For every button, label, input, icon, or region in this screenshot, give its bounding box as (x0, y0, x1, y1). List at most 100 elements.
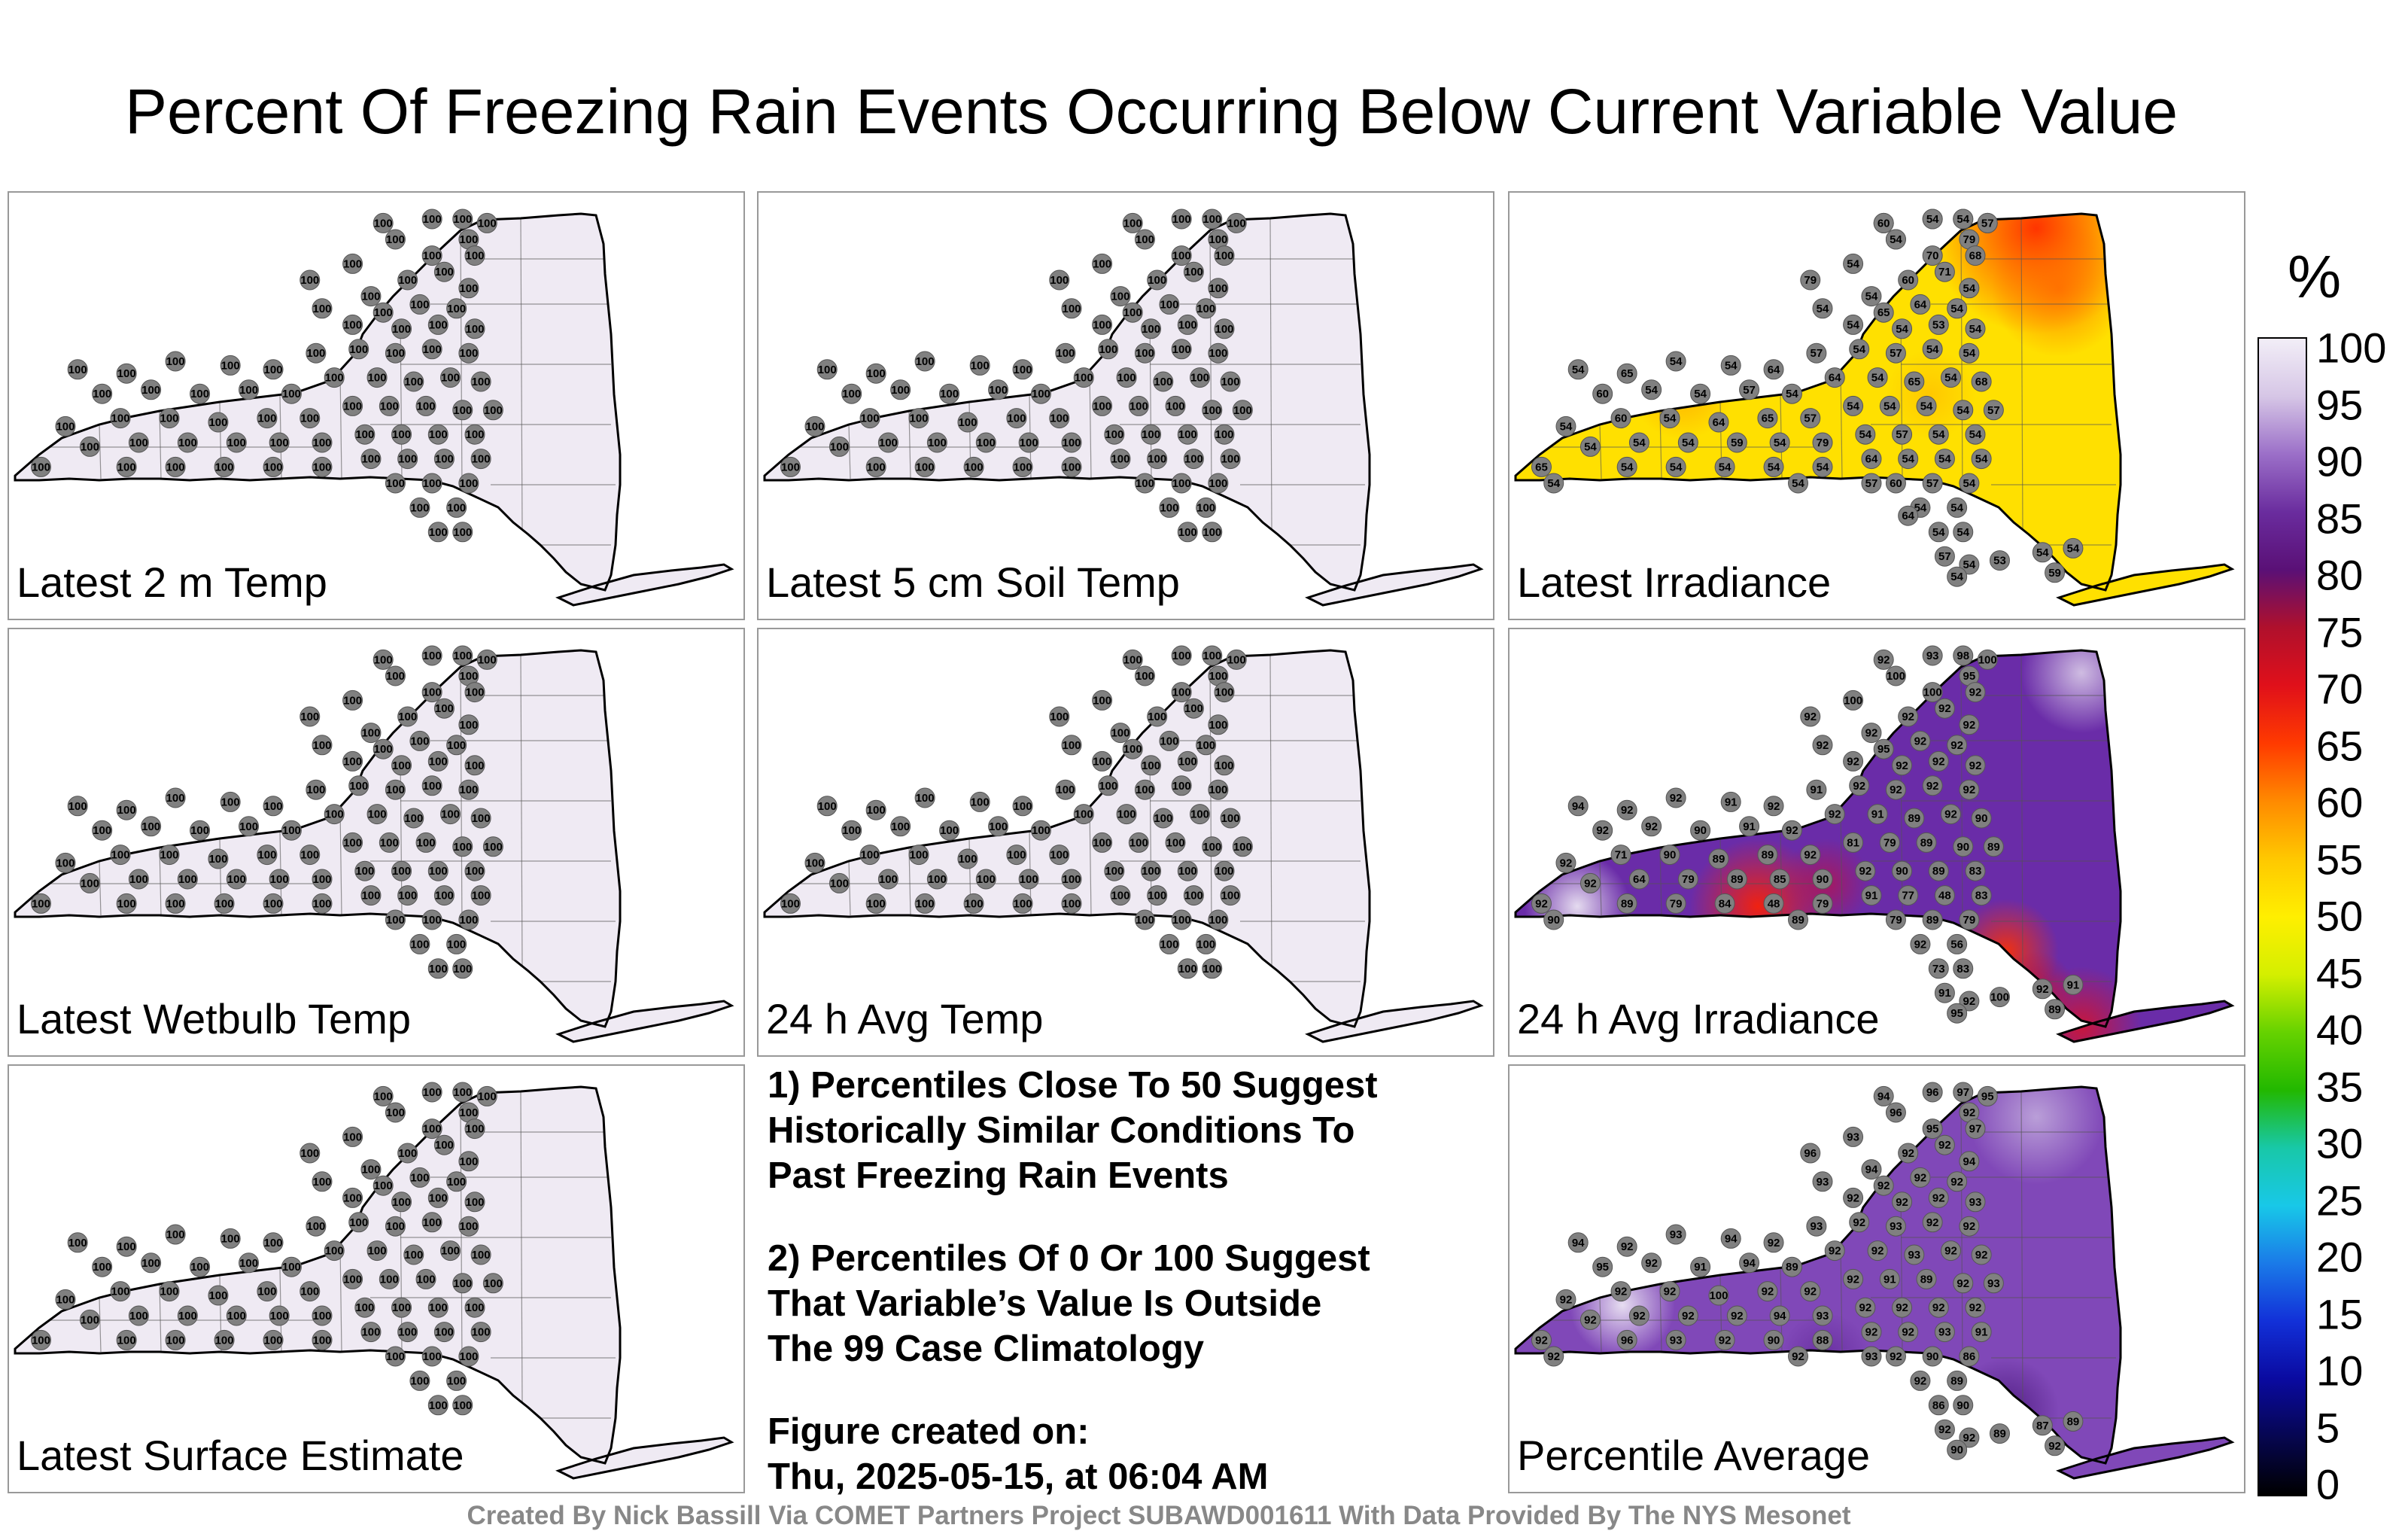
station-value-label: 100 (423, 1216, 442, 1229)
station-marker (1934, 1134, 1955, 1155)
station-value-label: 100 (392, 323, 411, 336)
station-marker (1769, 869, 1790, 890)
station-marker (1543, 473, 1564, 494)
station-marker (1214, 860, 1235, 881)
station-value-label: 92 (1853, 780, 1865, 793)
station-value-label: 100 (1178, 865, 1197, 878)
station-marker (464, 860, 485, 881)
station-value-label: 100 (215, 461, 234, 473)
note-1: 1) Percentiles Close To 50 Suggest Histo… (768, 1063, 1482, 1198)
station-marker (421, 1082, 442, 1103)
station-marker (1965, 1192, 1986, 1213)
station-value-label: 100 (1184, 453, 1203, 466)
station-marker (397, 1322, 418, 1343)
station-marker (1953, 1395, 1974, 1416)
station-value-label: 79 (1890, 914, 1902, 927)
station-value-label: 100 (916, 792, 935, 805)
station-value-label: 100 (781, 461, 800, 473)
county-boundary (1089, 371, 1092, 479)
station-marker (372, 302, 394, 323)
station-marker (458, 473, 479, 494)
station-value-label: 54 (1792, 477, 1804, 490)
station-value-label: 92 (1847, 1273, 1859, 1286)
station-value-label: 100 (1844, 694, 1862, 707)
station-value-label: 100 (1215, 759, 1233, 772)
station-marker (1616, 893, 1637, 914)
station-value-label: 100 (81, 877, 99, 890)
station-marker (1196, 298, 1217, 319)
station-marker (1610, 1281, 1631, 1302)
station-marker (208, 412, 229, 433)
station-marker (397, 449, 418, 470)
station-marker (421, 339, 442, 360)
station-marker (804, 415, 825, 437)
station-value-label: 100 (830, 440, 849, 453)
station-marker (1720, 1228, 1741, 1249)
station-value-label: 100 (453, 404, 472, 417)
station-marker (1855, 1297, 1876, 1318)
station-value-label: 54 (1786, 388, 1798, 400)
station-marker (1947, 933, 1968, 954)
station-marker (1579, 436, 1601, 457)
station-value-label: 100 (459, 914, 478, 927)
station-marker (128, 432, 149, 453)
station-value-label: 93 (1811, 1220, 1823, 1233)
station-marker (299, 1143, 321, 1164)
station-marker (1781, 820, 1802, 841)
station-value-label: 100 (1142, 323, 1160, 336)
county-boundary (1599, 860, 1602, 916)
station-marker (1159, 497, 1180, 518)
station-value-label: 100 (355, 865, 374, 878)
station-value-label: 100 (355, 1301, 374, 1314)
station-marker (1061, 456, 1082, 477)
station-marker (1141, 424, 1162, 445)
station-value-label: 91 (1743, 820, 1756, 833)
station-value-label: 100 (1148, 711, 1166, 723)
station-value-label: 100 (472, 890, 491, 902)
station-marker (2045, 1435, 2066, 1456)
station-marker (299, 1281, 321, 1302)
station-value-label: 100 (459, 347, 478, 360)
station-marker (464, 424, 485, 445)
station-value-label: 100 (1062, 897, 1081, 910)
station-value-label: 100 (1014, 461, 1032, 473)
station-value-label: 100 (1221, 453, 1240, 466)
station-value-label: 100 (1184, 266, 1203, 278)
station-marker (220, 1228, 241, 1249)
station-value-label: 100 (1160, 735, 1178, 747)
station-marker (409, 730, 430, 751)
station-marker (1928, 750, 1949, 772)
station-marker (1971, 449, 1992, 470)
station-marker (1922, 645, 1943, 666)
station-marker (1726, 869, 1747, 890)
county-boundary (339, 1244, 342, 1353)
station-marker (342, 832, 363, 853)
station-marker (1720, 355, 1741, 376)
station-value-label: 54 (1963, 558, 1976, 571)
station-marker (421, 473, 442, 494)
station-value-label: 100 (312, 739, 331, 752)
station-value-label: 81 (1847, 836, 1859, 849)
station-marker (890, 379, 911, 400)
station-value-label: 100 (325, 1245, 344, 1258)
station-value-label: 100 (435, 453, 454, 466)
station-value-label: 100 (818, 800, 837, 813)
station-value-label: 92 (1865, 1326, 1878, 1339)
station-marker (780, 456, 801, 477)
station-marker (1812, 735, 1833, 756)
station-marker (372, 649, 394, 670)
station-value-label: 92 (1829, 1245, 1841, 1258)
station-value-label: 100 (215, 897, 234, 910)
station-value-label: 100 (368, 372, 387, 385)
station-marker (55, 1289, 76, 1310)
panel-label: Latest Irradiance (1517, 558, 1832, 606)
station-value-label: 100 (453, 526, 472, 539)
station-marker (1141, 318, 1162, 339)
colorbar-tick-label: 85 (2316, 495, 2364, 542)
station-marker (79, 872, 100, 893)
station-value-label: 100 (81, 440, 99, 453)
station-marker (263, 1329, 284, 1350)
station-value-label: 100 (1014, 364, 1032, 376)
station-marker (92, 1256, 113, 1277)
